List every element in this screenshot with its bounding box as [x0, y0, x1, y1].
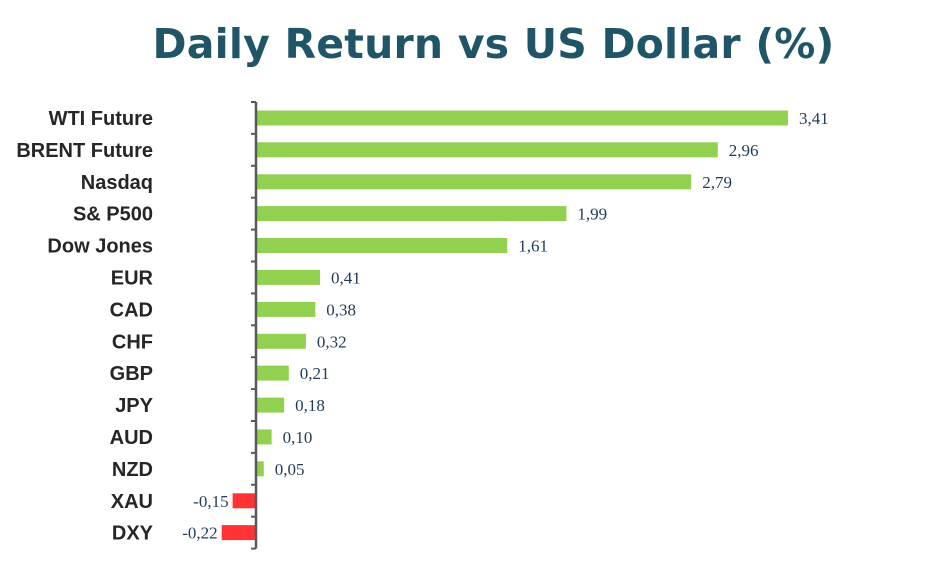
category-label: JPY — [115, 395, 153, 417]
category-label: BRENT Future — [16, 140, 153, 162]
category-label: EUR — [111, 267, 154, 289]
bar — [256, 397, 285, 413]
bar — [256, 110, 788, 126]
value-label: 0,41 — [331, 268, 361, 287]
category-label: GBP — [110, 363, 153, 385]
value-label: 0,18 — [295, 396, 325, 415]
category-label: S& P500 — [73, 204, 153, 226]
category-label: DXY — [112, 523, 154, 545]
value-label: 3,41 — [799, 109, 829, 128]
bar — [221, 525, 256, 541]
bar — [256, 269, 320, 285]
value-label: 0,05 — [275, 460, 305, 479]
category-label: Dow Jones — [47, 236, 153, 258]
category-label: AUD — [110, 427, 153, 449]
bar — [256, 206, 567, 222]
category-label: CHF — [112, 331, 153, 353]
value-label: 1,61 — [518, 237, 548, 256]
value-label: -0,22 — [182, 524, 217, 543]
category-label: CAD — [110, 299, 153, 321]
chart-title: Daily Return vs US Dollar (%) — [152, 20, 835, 68]
bar — [256, 429, 272, 445]
value-label: -0,15 — [193, 492, 228, 511]
value-label: 0,38 — [326, 300, 356, 319]
value-label: 0,21 — [300, 364, 330, 383]
value-label: 1,99 — [577, 205, 607, 224]
bar — [256, 365, 289, 381]
value-label: 0,32 — [317, 332, 347, 351]
value-label: 2,79 — [702, 173, 732, 192]
value-label: 2,96 — [729, 141, 759, 160]
category-label: XAU — [111, 491, 153, 513]
bar — [256, 142, 718, 158]
bar — [232, 493, 256, 509]
category-label: NZD — [112, 459, 153, 481]
category-label: WTI Future — [49, 108, 153, 130]
bar — [256, 238, 508, 253]
value-label: 0,10 — [283, 428, 313, 447]
bar — [256, 301, 316, 317]
bar — [256, 174, 692, 190]
bar — [256, 461, 264, 477]
bar — [256, 333, 306, 349]
category-label: Nasdaq — [81, 172, 153, 194]
